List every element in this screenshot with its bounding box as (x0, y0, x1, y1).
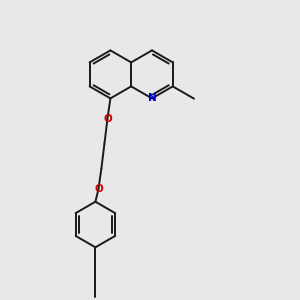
Text: N: N (148, 93, 156, 103)
Text: O: O (103, 114, 112, 124)
Text: O: O (94, 184, 103, 194)
